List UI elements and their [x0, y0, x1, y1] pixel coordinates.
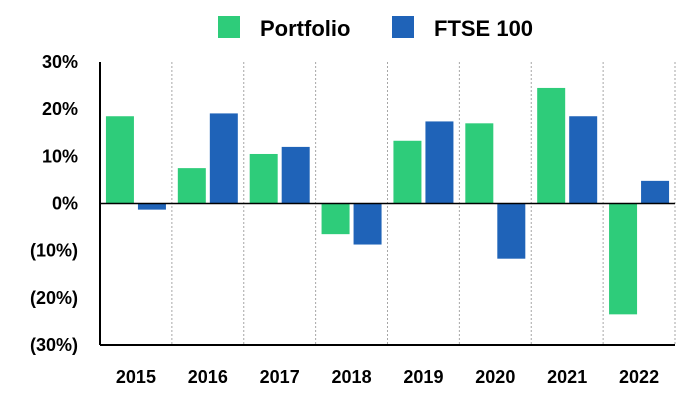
- y-tick-label-6: (30%): [30, 335, 78, 355]
- bar-ftse-100-2022: [641, 180, 670, 204]
- y-tick-label-3: 0%: [52, 194, 78, 214]
- bar-portfolio-2016: [177, 168, 206, 204]
- bars: [105, 87, 670, 315]
- bar-ftse-100-2020: [497, 203, 526, 259]
- y-tick-labels: 30% 20% 10% 0% (10%) (20%) (30%): [30, 52, 78, 355]
- x-tick-label-2020: 2020: [475, 367, 515, 387]
- bar-ftse-100-2017: [281, 146, 310, 204]
- bar-portfolio-2021: [537, 87, 566, 204]
- y-tick-label-0: 30%: [42, 52, 78, 72]
- x-tick-labels: 2015 2016 2017 2018 2019 2020 2021 2022: [116, 367, 659, 387]
- bar-ftse-100-2018: [353, 203, 382, 245]
- y-tick-label-4: (10%): [30, 241, 78, 261]
- bar-ftse-100-2016: [209, 113, 238, 204]
- x-tick-label-2016: 2016: [188, 367, 228, 387]
- bar-portfolio-2019: [393, 140, 422, 204]
- bar-portfolio-2017: [249, 153, 278, 204]
- legend-label-1: FTSE 100: [434, 16, 533, 41]
- bar-ftse-100-2021: [569, 116, 598, 204]
- x-tick-label-2018: 2018: [332, 367, 372, 387]
- bar-portfolio-2022: [609, 203, 638, 315]
- bar-portfolio-2020: [465, 123, 494, 204]
- x-tick-label-2021: 2021: [547, 367, 587, 387]
- legend: Portfolio FTSE 100: [218, 16, 533, 41]
- x-tick-label-2022: 2022: [619, 367, 659, 387]
- legend-swatch-1: [392, 16, 414, 38]
- bar-ftse-100-2015: [137, 203, 166, 210]
- x-tick-label-2017: 2017: [260, 367, 300, 387]
- bar-portfolio-2018: [321, 203, 350, 235]
- bar-portfolio-2015: [105, 116, 134, 204]
- legend-label-0: Portfolio: [260, 16, 350, 41]
- legend-swatch-0: [218, 16, 240, 38]
- x-tick-label-2019: 2019: [403, 367, 443, 387]
- y-tick-label-2: 10%: [42, 146, 78, 166]
- y-tick-label-5: (20%): [30, 288, 78, 308]
- y-tick-label-1: 20%: [42, 99, 78, 119]
- x-tick-label-2015: 2015: [116, 367, 156, 387]
- bar-ftse-100-2019: [425, 121, 454, 204]
